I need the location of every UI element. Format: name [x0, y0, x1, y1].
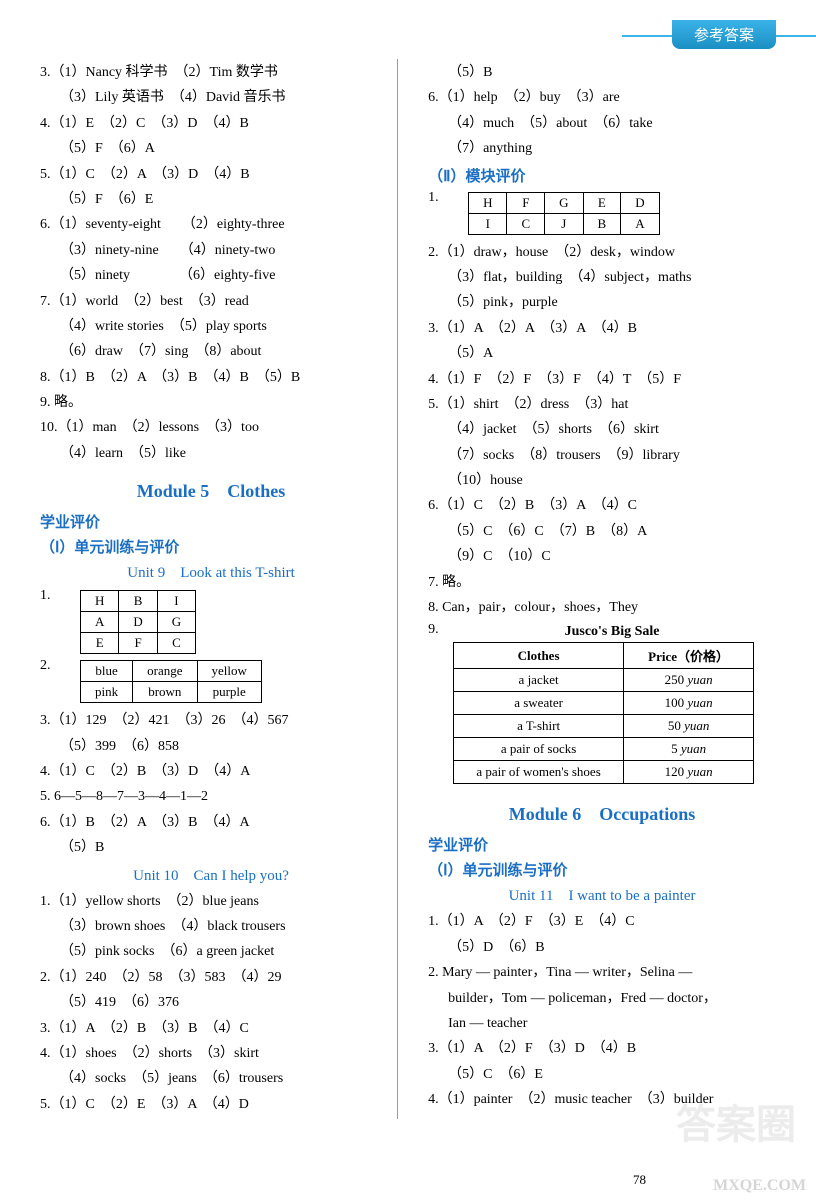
- answer-line: （6）draw （7）sing （8）about: [40, 341, 382, 363]
- answer-table-3: HFGED ICJBA: [468, 192, 660, 235]
- header-title: 参考答案: [672, 20, 776, 49]
- answer-line: 3.（1）A （2）B （3）B （4）C: [40, 1018, 382, 1040]
- header-banner: 参考答案: [40, 20, 776, 49]
- q-num: 1.: [428, 190, 448, 206]
- answer-line: （5）F （6）A: [40, 138, 382, 160]
- answer-line: 4.（1）painter （2）music teacher （3）builder: [428, 1089, 776, 1111]
- answer-line: （5）C （6）C （7）B （8）A: [428, 521, 776, 543]
- answer-line: 4.（1）E （2）C （3）D （4）B: [40, 113, 382, 135]
- answer-line: （7）anything: [428, 138, 776, 160]
- answer-line: 6.（1）help （2）buy （3）are: [428, 87, 776, 109]
- module-5-title: Module 5 Clothes: [40, 477, 382, 503]
- answer-line: （5）pink socks （6）a green jacket: [40, 941, 382, 963]
- answer-table-2: blueorangeyellow pinkbrownpurple: [80, 660, 262, 703]
- answer-line: （10）house: [428, 470, 776, 492]
- answer-line: 3.（1）Nancy 科学书 （2）Tim 数学书: [40, 62, 382, 84]
- unit-10-heading: Unit 10 Can I help you?: [40, 864, 382, 885]
- q-num: 1.: [40, 588, 60, 604]
- section-1-heading: （Ⅰ）单元训练与评价: [40, 536, 382, 557]
- answer-line: 1.（1）A （2）F （3）E （4）C: [428, 911, 776, 933]
- q-num: 9.: [428, 622, 448, 638]
- answer-line: （5）pink，purple: [428, 292, 776, 314]
- question-1: 1. HBI ADG EFC: [40, 588, 382, 658]
- answer-line: （7）socks （8）trousers （9）library: [428, 445, 776, 467]
- sale-table: ClothesPrice（价格） a jacket250 yuan a swea…: [453, 642, 754, 784]
- answer-line: （3）Lily 英语书 （4）David 音乐书: [40, 87, 382, 109]
- answer-line: 10.（1）man （2）lessons （3）too: [40, 417, 382, 439]
- answer-line: （3）flat，building （4）subject，maths: [428, 267, 776, 289]
- answer-line: （5）B: [428, 62, 776, 84]
- answer-line: 3.（1）A （2）F （3）D （4）B: [428, 1038, 776, 1060]
- unit-11-heading: Unit 11 I want to be a painter: [428, 884, 776, 905]
- answer-line: （5）F （6）E: [40, 189, 382, 211]
- answer-line: 6.（1）seventy-eight （2）eighty-three: [40, 214, 382, 236]
- answer-line: （4）write stories （5）play sports: [40, 316, 382, 338]
- answer-line: （3）ninety-nine （4）ninety-two: [40, 240, 382, 262]
- answer-line: （4）jacket （5）shorts （6）skirt: [428, 419, 776, 441]
- answer-line: 2.（1）240 （2）58 （3）583 （4）29: [40, 967, 382, 989]
- answer-line: 8. Can，pair，colour，shoes，They: [428, 597, 776, 619]
- answer-line: 3.（1）A （2）A （3）A （4）B: [428, 318, 776, 340]
- answer-line: 6.（1）C （2）B （3）A （4）C: [428, 495, 776, 517]
- sale-title: Jusco's Big Sale: [448, 624, 776, 640]
- answer-line: Ian — teacher: [428, 1013, 776, 1035]
- answer-line: 7. 略。: [428, 572, 776, 594]
- q-num: 2.: [40, 658, 60, 674]
- answer-line: 5. 6—5—8—7—3—4—1—2: [40, 786, 382, 808]
- answer-line: 4.（1）F （2）F （3）F （4）T （5）F: [428, 369, 776, 391]
- page-number: 78: [633, 1172, 646, 1188]
- answer-line: （5）399 （6）858: [40, 736, 382, 758]
- answer-line: （5）D （6）B: [428, 937, 776, 959]
- answer-line: 6.（1）B （2）A （3）B （4）A: [40, 812, 382, 834]
- answer-line: 4.（1）C （2）B （3）D （4）A: [40, 761, 382, 783]
- answer-line: （4）much （5）about （6）take: [428, 113, 776, 135]
- answer-line: （5）A: [428, 343, 776, 365]
- answer-line: 2.（1）draw，house （2）desk，window: [428, 242, 776, 264]
- left-column: 3.（1）Nancy 科学书 （2）Tim 数学书 （3）Lily 英语书 （4…: [40, 59, 398, 1119]
- answer-line: （3）brown shoes （4）black trousers: [40, 916, 382, 938]
- answer-line: 4.（1）shoes （2）shorts （3）skirt: [40, 1043, 382, 1065]
- right-column: （5）B 6.（1）help （2）buy （3）are （4）much （5）…: [418, 59, 776, 1119]
- answer-line: （5）B: [40, 837, 382, 859]
- content-columns: 3.（1）Nancy 科学书 （2）Tim 数学书 （3）Lily 英语书 （4…: [40, 59, 776, 1119]
- module-6-title: Module 6 Occupations: [428, 800, 776, 826]
- answer-line: 7.（1）world （2）best （3）read: [40, 291, 382, 313]
- answer-line: builder，Tom — policeman，Fred — doctor，: [428, 988, 776, 1010]
- answer-line: （4）socks （5）jeans （6）trousers: [40, 1068, 382, 1090]
- section-2-heading: （Ⅱ）模块评价: [428, 165, 776, 186]
- question-9: 9. Jusco's Big Sale ClothesPrice（价格） a j…: [428, 622, 776, 788]
- answer-line: 5.（1）C （2）A （3）D （4）B: [40, 164, 382, 186]
- answer-line: 5.（1）C （2）E （3）A （4）D: [40, 1094, 382, 1116]
- answer-line: （5）419 （6）376: [40, 992, 382, 1014]
- academic-eval-heading: 学业评价: [428, 834, 776, 855]
- answer-line: （4）learn （5）like: [40, 443, 382, 465]
- answer-line: （9）C （10）C: [428, 546, 776, 568]
- unit-9-heading: Unit 9 Look at this T-shirt: [40, 561, 382, 582]
- section-1-heading: （Ⅰ）单元训练与评价: [428, 859, 776, 880]
- watermark-url: MXQE.COM: [713, 1177, 806, 1195]
- answer-line: 1.（1）yellow shorts （2）blue jeans: [40, 891, 382, 913]
- answer-line: （5）C （6）E: [428, 1064, 776, 1086]
- question-2: 2. blueorangeyellow pinkbrownpurple: [40, 658, 382, 707]
- answer-table-1: HBI ADG EFC: [80, 590, 196, 654]
- answer-line: 5.（1）shirt （2）dress （3）hat: [428, 394, 776, 416]
- answer-line: 3.（1）129 （2）421 （3）26 （4）567: [40, 710, 382, 732]
- academic-eval-heading: 学业评价: [40, 511, 382, 532]
- answer-line: 2. Mary — painter，Tina — writer，Selina —: [428, 962, 776, 984]
- answer-line: 9. 略。: [40, 392, 382, 414]
- answer-line: （5）ninety （6）eighty-five: [40, 265, 382, 287]
- question-1: 1. HFGED ICJBA: [428, 190, 776, 239]
- answer-line: 8.（1）B （2）A （3）B （4）B （5）B: [40, 367, 382, 389]
